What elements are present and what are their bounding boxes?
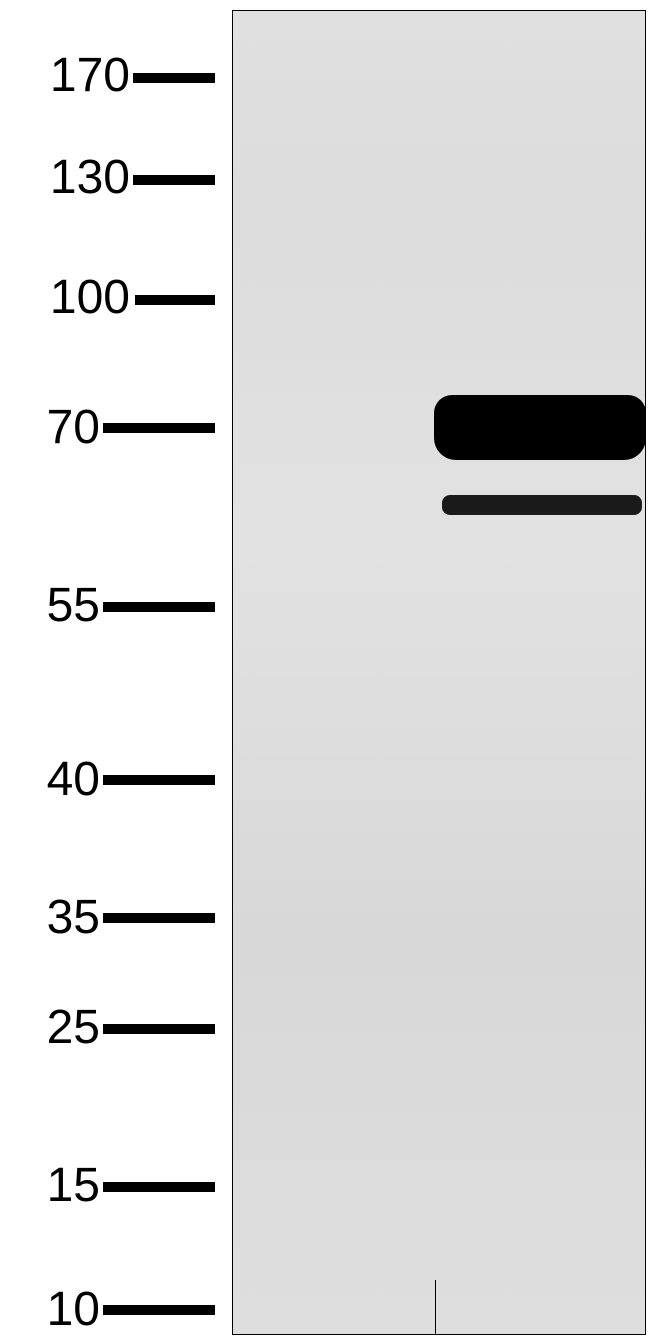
band-70kda: [434, 395, 646, 460]
ladder-tick: [133, 175, 215, 185]
ladder-tick: [103, 913, 215, 923]
ladder-tick: [103, 1305, 215, 1315]
ladder-label-15: 15: [20, 1158, 100, 1213]
ladder-tick: [103, 423, 215, 433]
ladder-label-55: 55: [20, 578, 100, 633]
ladder-label-70: 70: [20, 400, 100, 455]
ladder-tick: [135, 295, 215, 305]
blot-membrane: [232, 10, 646, 1335]
ladder-tick: [133, 73, 215, 83]
ladder-label-35: 35: [20, 890, 100, 945]
ladder-tick: [103, 602, 215, 612]
western-blot-image: 170 130 100 70 55 40 35 25 15 10: [0, 0, 650, 1342]
ladder-label-170: 170: [20, 48, 130, 103]
ladder-label-10: 10: [20, 1282, 100, 1337]
ladder-label-40: 40: [20, 752, 100, 807]
ladder-label-130: 130: [20, 150, 130, 205]
ladder-tick: [103, 1024, 215, 1034]
band-60kda: [442, 495, 642, 515]
ladder-tick: [103, 775, 215, 785]
ladder-label-25: 25: [20, 1000, 100, 1055]
lane-divider: [435, 1280, 436, 1335]
ladder-label-100: 100: [20, 270, 130, 325]
ladder-tick: [103, 1182, 215, 1192]
